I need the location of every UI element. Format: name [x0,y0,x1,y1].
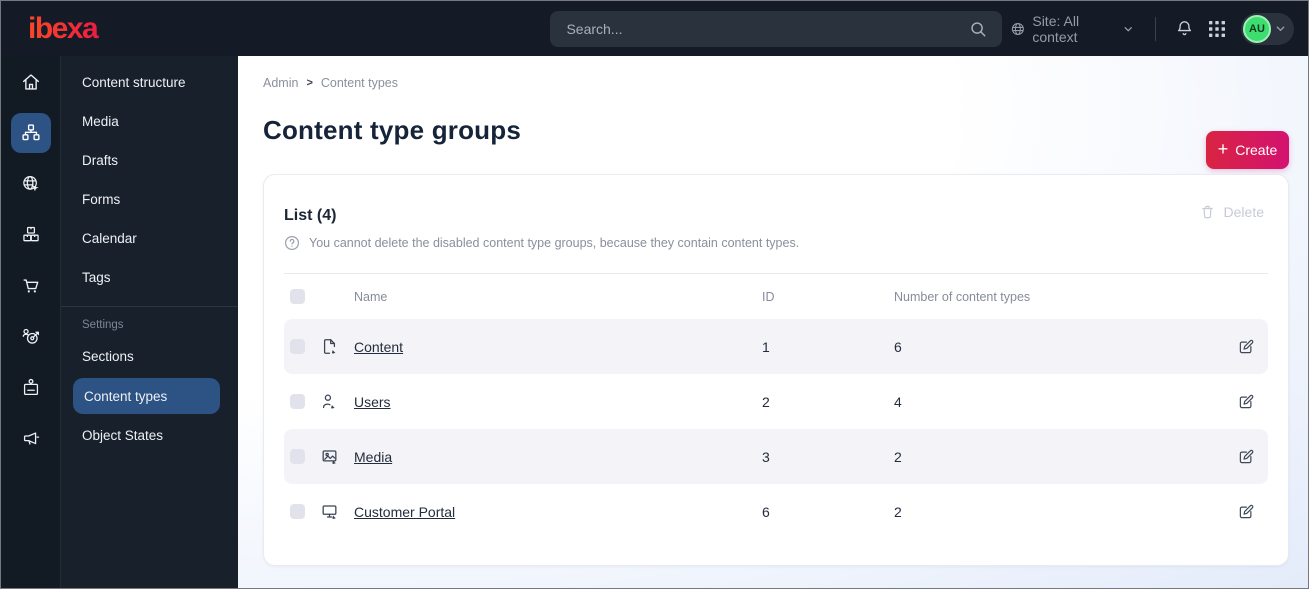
table-row: Customer Portal 6 2 [284,484,1268,539]
edit-icon [1239,504,1254,518]
row-checkbox[interactable] [290,504,305,519]
main-content: Admin > Content types + Create Content t… [238,56,1308,588]
top-bar: ibexa Site: All context [1,1,1308,56]
group-link[interactable]: Customer Portal [354,503,456,520]
sidebar-item-object-states[interactable]: Object States [82,428,164,443]
create-button-label: Create [1235,142,1278,158]
group-count: 2 [894,503,902,520]
content-structure-icon[interactable] [10,113,51,153]
breadcrumb-separator: > [306,77,313,89]
list-title: List (4) [284,207,337,224]
sidebar-section-settings: Settings [82,319,124,331]
row-checkbox[interactable] [290,394,305,409]
column-header-name: Name [354,289,388,304]
edit-button[interactable] [1237,338,1268,356]
sidebar-item-forms[interactable]: Forms [82,192,121,207]
column-header-count: Number of content types [894,289,1031,304]
image-edit-icon [312,447,354,466]
icon-rail [1,56,61,588]
site-context-label: Site: All context [1032,12,1080,45]
edit-icon [1239,339,1254,353]
table-header-row: Name ID Number of content types [284,274,1268,319]
plus-icon: + [1217,139,1229,159]
table-row: Users 2 4 [284,374,1268,429]
delete-button[interactable]: Delete [1199,203,1264,220]
sidebar-divider [61,306,238,307]
sidebar-item-calendar[interactable]: Calendar [82,231,137,246]
avatar: AU [1243,14,1271,43]
ibexa-logo[interactable]: ibexa [1,1,222,56]
edit-button[interactable] [1237,448,1268,466]
app-grid-icon[interactable] [1203,13,1231,45]
product-catalog-icon[interactable] [11,215,51,255]
group-count: 4 [894,393,902,410]
group-link[interactable]: Media [354,448,393,465]
table-row: Media 3 2 [284,429,1268,484]
group-link[interactable]: Content [354,338,404,355]
sidebar-item-content-types[interactable]: Content types [73,378,220,414]
list-note: You cannot delete the disabled content t… [284,235,1268,251]
user-menu[interactable]: AU [1241,12,1294,45]
site-globe-icon[interactable] [11,164,51,204]
help-circle-icon [284,235,300,251]
search-input[interactable] [566,20,966,37]
column-header-id: ID [762,289,775,304]
trash-icon [1201,205,1213,219]
content-type-groups-card: List (4) You cannot delete the disabled … [263,174,1289,566]
edit-button[interactable] [1237,503,1268,521]
card-divider [284,273,1268,274]
personalization-target-icon[interactable] [11,317,51,357]
sidebar-item-content-structure[interactable]: Content structure [82,75,186,90]
commerce-cart-icon[interactable] [11,266,51,306]
chevron-down-icon [1124,26,1132,32]
edit-icon [1239,394,1254,408]
sidebar-item-sections[interactable]: Sections [82,349,134,364]
delete-button-label: Delete [1223,203,1264,220]
edit-button[interactable] [1237,393,1268,411]
monitor-edit-icon [312,502,354,521]
global-search [550,10,1002,47]
create-button[interactable]: + Create [1206,131,1289,169]
breadcrumb-current: Content types [320,76,399,90]
group-link[interactable]: Users [354,393,391,410]
breadcrumb: Admin > Content types [263,56,1289,90]
globe-icon [1011,22,1024,35]
page-title: Content type groups [263,115,522,145]
home-icon[interactable] [11,62,51,102]
breadcrumb-admin[interactable]: Admin [263,76,299,90]
sidebar-item-tags[interactable]: Tags [82,270,111,285]
sidebar-menu: Content structure Media Drafts Forms Cal… [61,56,238,588]
edit-icon [1239,449,1254,463]
user-edit-icon [312,392,354,411]
row-checkbox[interactable] [290,449,305,464]
search-icon[interactable] [966,17,990,41]
chevron-down-icon [1276,26,1285,32]
admin-badge-icon[interactable] [11,368,51,408]
sidebar-item-media[interactable]: Media [82,114,119,129]
group-id: 1 [762,338,770,355]
table-row: Content 1 6 [284,319,1268,374]
row-checkbox[interactable] [290,339,305,354]
group-id: 3 [762,448,770,465]
site-context-selector[interactable]: Site: All context [1002,7,1142,51]
notifications-bell-icon[interactable] [1170,13,1198,45]
file-edit-icon [312,337,354,356]
group-count: 6 [894,338,902,355]
sidebar-item-drafts[interactable]: Drafts [82,153,119,168]
group-id: 6 [762,503,770,520]
topbar-divider [1155,16,1157,41]
topbar-right-cluster: Site: All context AU [1002,7,1308,51]
select-all-checkbox[interactable] [290,289,305,304]
list-note-text: You cannot delete the disabled content t… [309,236,800,250]
campaign-megaphone-icon[interactable] [11,419,51,459]
group-count: 2 [894,448,902,465]
group-id: 2 [762,393,770,410]
